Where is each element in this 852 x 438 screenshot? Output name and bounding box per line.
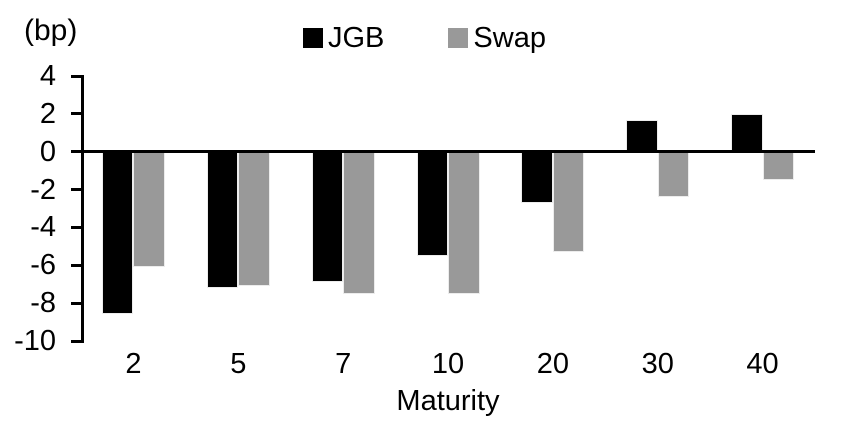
x-tick-label-30: 30 bbox=[641, 348, 674, 380]
x-tick-label-5: 5 bbox=[230, 348, 247, 380]
zero-line bbox=[81, 150, 815, 154]
y-tick-label--4: -4 bbox=[30, 211, 56, 244]
bar-swap-40 bbox=[762, 151, 795, 181]
bar-jgb-2 bbox=[101, 151, 134, 315]
y-tick bbox=[71, 225, 81, 229]
y-tick-label--8: -8 bbox=[30, 287, 56, 320]
y-tick bbox=[71, 263, 81, 267]
y-tick bbox=[71, 74, 81, 78]
x-tick-label-10: 10 bbox=[431, 348, 465, 380]
x-tick-label-2: 2 bbox=[125, 348, 142, 380]
y-tick-label-2: 2 bbox=[39, 97, 56, 130]
y-tick-label--10: -10 bbox=[14, 325, 56, 357]
legend-label-jgb: JGB bbox=[328, 22, 385, 54]
y-tick bbox=[71, 188, 81, 192]
x-axis-title: Maturity bbox=[396, 385, 500, 417]
bar-swap-10 bbox=[448, 151, 480, 294]
y-tick-label--6: -6 bbox=[30, 249, 56, 282]
y-tick bbox=[71, 301, 81, 305]
y-tick bbox=[71, 150, 81, 154]
bar-swap-7 bbox=[343, 151, 375, 294]
y-tick-label-0: 0 bbox=[39, 135, 56, 168]
bar-swap-20 bbox=[552, 151, 585, 253]
x-tick-label-40: 40 bbox=[746, 348, 779, 380]
legend: JGB Swap bbox=[303, 22, 546, 54]
bar-jgb-7 bbox=[311, 151, 344, 283]
bar-jgb-10 bbox=[416, 151, 448, 256]
legend-item-swap: Swap bbox=[448, 22, 546, 54]
bar-swap-30 bbox=[657, 151, 690, 198]
y-tick bbox=[71, 112, 81, 116]
bar-jgb-40 bbox=[731, 113, 763, 152]
legend-label-swap: Swap bbox=[473, 22, 546, 54]
x-tick-label-20: 20 bbox=[536, 348, 569, 380]
y-tick-label-4: 4 bbox=[39, 60, 56, 92]
y-axis-unit-label: (bp) bbox=[24, 14, 78, 47]
jgb-swatch-icon bbox=[303, 28, 323, 48]
bar-swap-5 bbox=[238, 151, 270, 287]
bar-jgb-20 bbox=[521, 151, 553, 203]
x-tick-label-7: 7 bbox=[335, 348, 352, 380]
bar-swap-2 bbox=[133, 151, 165, 268]
bar-jgb-5 bbox=[206, 151, 239, 288]
bar-jgb-30 bbox=[626, 119, 658, 152]
y-tick-label--2: -2 bbox=[30, 173, 56, 206]
swap-swatch-icon bbox=[448, 28, 469, 48]
y-axis-line bbox=[81, 74, 84, 343]
legend-item-jgb: JGB bbox=[303, 22, 384, 54]
y-tick bbox=[71, 339, 81, 343]
